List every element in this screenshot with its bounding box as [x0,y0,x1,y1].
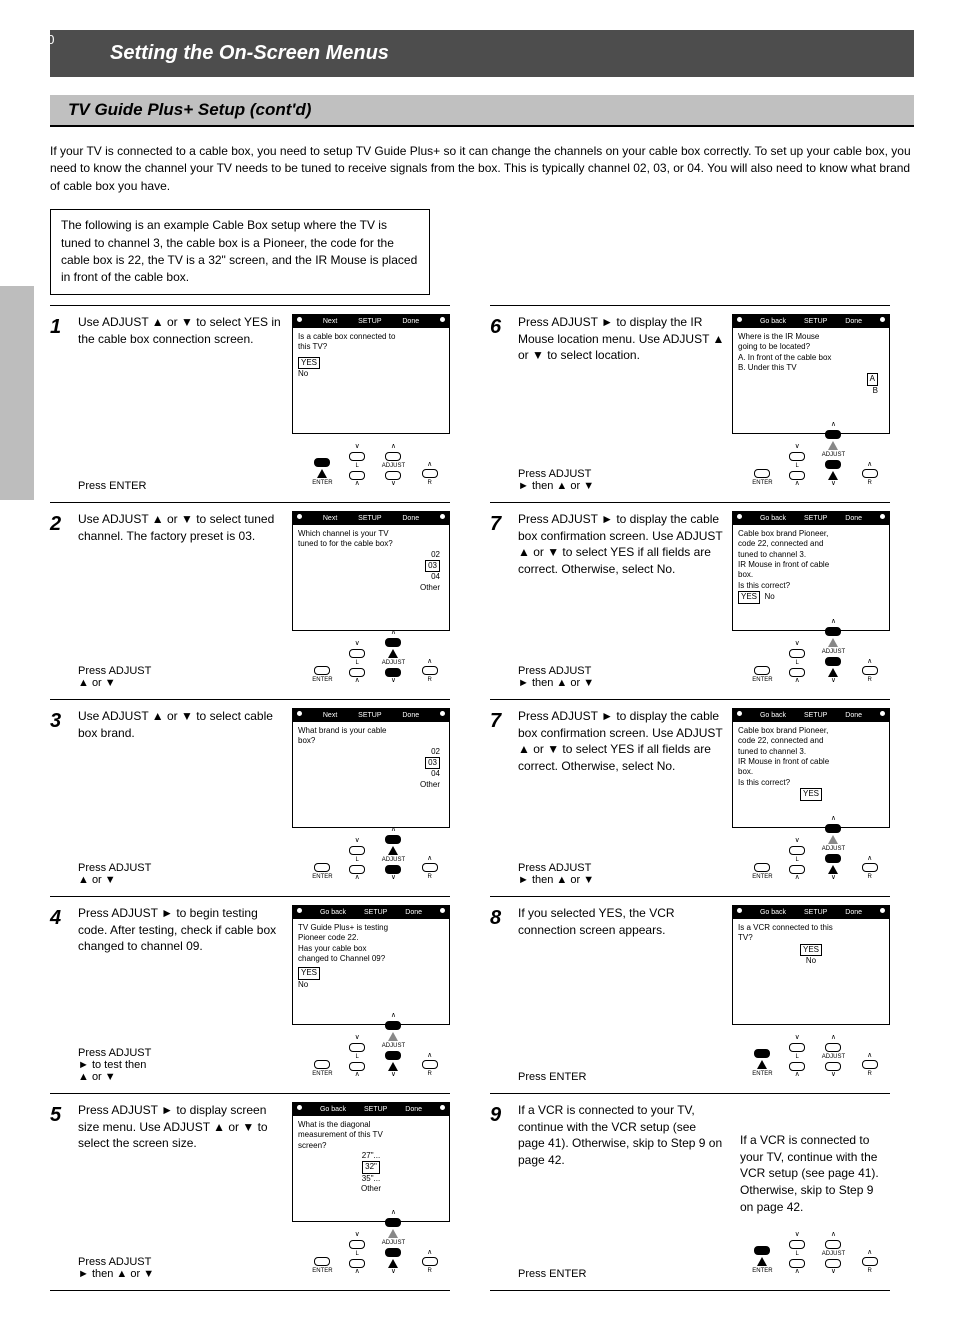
screen-6: Go backSETUPDone Where is the IR Mouse g… [732,314,890,434]
screen-7b: Go backSETUPDone Cable box brand Pioneer… [732,708,890,828]
step-text: Press ADJUST ► to display the cable box … [518,708,732,828]
action-label: Press ADJUST ► then ▲ or ▼ [490,665,740,689]
intro-paragraph: If your TV is connected to a cable box, … [50,143,914,195]
screen-7: Go backSETUPDone Cable box brand Pioneer… [732,511,890,631]
chapter-header-band: 40 Setting the On-Screen Menus [50,30,914,77]
page-number: 40 [40,32,54,47]
remote-icon: ENTER ∨L∧ ∧ADJUST∨ ∧R [300,436,450,492]
screen-5: Go backSETUPDone What is the diagonal me… [292,1102,450,1222]
step-3: 3 Use ADJUST ▲ or ▼ to select cable box … [50,699,450,896]
step-text: Press ADJUST ► to display screen size me… [78,1102,292,1222]
remote-icon: ENTER ∨L∧ ∧ADJUST∨ ∧R [740,1027,890,1083]
action-label: Press ADJUST ► to test then ▲ or ▼ [50,1047,300,1083]
remote-icon: ENTER ∨L∧ ∧ADJUST∨ ∧R [300,830,450,886]
step-2: 2 Use ADJUST ▲ or ▼ to select tuned chan… [50,502,450,699]
section-title: TV Guide Plus+ Setup (cont'd) [68,100,311,119]
action-label: Press ENTER [490,1268,740,1280]
screen-9-empty: If a VCR is connected to your TV, contin… [732,1102,890,1222]
step-text: Use ADJUST ▲ or ▼ to select cable box br… [78,708,292,828]
step-number: 7 [490,511,518,631]
action-label: Press ADJUST ▲ or ▼ [50,665,300,689]
steps-columns: 1 Use ADJUST ▲ or ▼ to select YES in the… [50,305,914,1291]
step-number: 2 [50,511,78,631]
screen-8: Go backSETUPDone Is a VCR connected to t… [732,905,890,1025]
step-number: 7 [490,708,518,828]
step-4: 4 Press ADJUST ► to begin testing code. … [50,896,450,1093]
step-number: 3 [50,708,78,828]
action-label: Press ENTER [490,1071,740,1083]
section-header-band: TV Guide Plus+ Setup (cont'd) [50,95,914,127]
step-8: 8 If you selected YES, the VCR connectio… [490,896,890,1093]
action-label: Press ADJUST ► then ▲ or ▼ [490,862,740,886]
step-number: 9 [490,1102,518,1222]
step-number: 6 [490,314,518,434]
example-box: The following is an example Cable Box se… [50,209,430,295]
step-number: 1 [50,314,78,434]
step-text: Press ADJUST ► to display the IR Mouse l… [518,314,732,434]
left-column: 1 Use ADJUST ▲ or ▼ to select YES in the… [50,305,450,1291]
screen-3: NextSETUPDone What brand is your cable b… [292,708,450,828]
page: ON-SCREEN MENUS 40 Setting the On-Screen… [0,0,954,1331]
screen-4: Go backSETUPDone TV Guide Plus+ is testi… [292,905,450,1025]
step-6: 6 Press ADJUST ► to display the IR Mouse… [490,305,890,502]
action-label: Press ADJUST ► then ▲ or ▼ [490,468,740,492]
action-label: Press ADJUST ▲ or ▼ [50,862,300,886]
screen-2: NextSETUPDone Which channel is your TV t… [292,511,450,631]
step-1: 1 Use ADJUST ▲ or ▼ to select YES in the… [50,305,450,502]
remote-icon: ENTER ∨L∧ ∧ADJUST∨ ∧R [300,1027,450,1083]
remote-icon: ENTER ∨L∧ ∧ADJUST∨ ∧R [300,633,450,689]
step-text: If you selected YES, the VCR connection … [518,905,732,1025]
step-text: If a VCR is connected to your TV, contin… [518,1102,732,1222]
remote-icon: ENTER ∨L∧ ∧ADJUST∨ ∧R [740,1224,890,1280]
side-tab: ON-SCREEN MENUS [0,286,34,500]
step-text: Press ADJUST ► to begin testing code. Af… [78,905,292,1025]
screen-1: NextSETUPDone Is a cable box connected t… [292,314,450,434]
step-5: 5 Press ADJUST ► to display screen size … [50,1093,450,1291]
remote-icon: ENTER ∨L∧ ∧ADJUST∨ ∧R [740,830,890,886]
action-label: Press ADJUST ► then ▲ or ▼ [50,1256,300,1280]
remote-icon: ENTER ∨L∧ ∧ADJUST∨ ∧R [740,436,890,492]
step-text: Use ADJUST ▲ or ▼ to select tuned channe… [78,511,292,631]
step-text: Use ADJUST ▲ or ▼ to select YES in the c… [78,314,292,434]
chapter-title: Setting the On-Screen Menus [70,42,389,64]
step-7b: 7 Press ADJUST ► to display the cable bo… [490,699,890,896]
end-message: If a VCR is connected to your TV, contin… [732,1102,890,1222]
step-9: 9 If a VCR is connected to your TV, cont… [490,1093,890,1291]
remote-icon: ENTER ∨L∧ ∧ADJUST∨ ∧R [740,633,890,689]
right-column: 6 Press ADJUST ► to display the IR Mouse… [490,305,890,1291]
step-text: Press ADJUST ► to display the cable box … [518,511,732,631]
action-label: Press ENTER [50,480,300,492]
step-number: 4 [50,905,78,1025]
step-number: 8 [490,905,518,1025]
step-7: 7 Press ADJUST ► to display the cable bo… [490,502,890,699]
step-number: 5 [50,1102,78,1222]
remote-icon: ENTER ∨L∧ ∧ADJUST∨ ∧R [300,1224,450,1280]
